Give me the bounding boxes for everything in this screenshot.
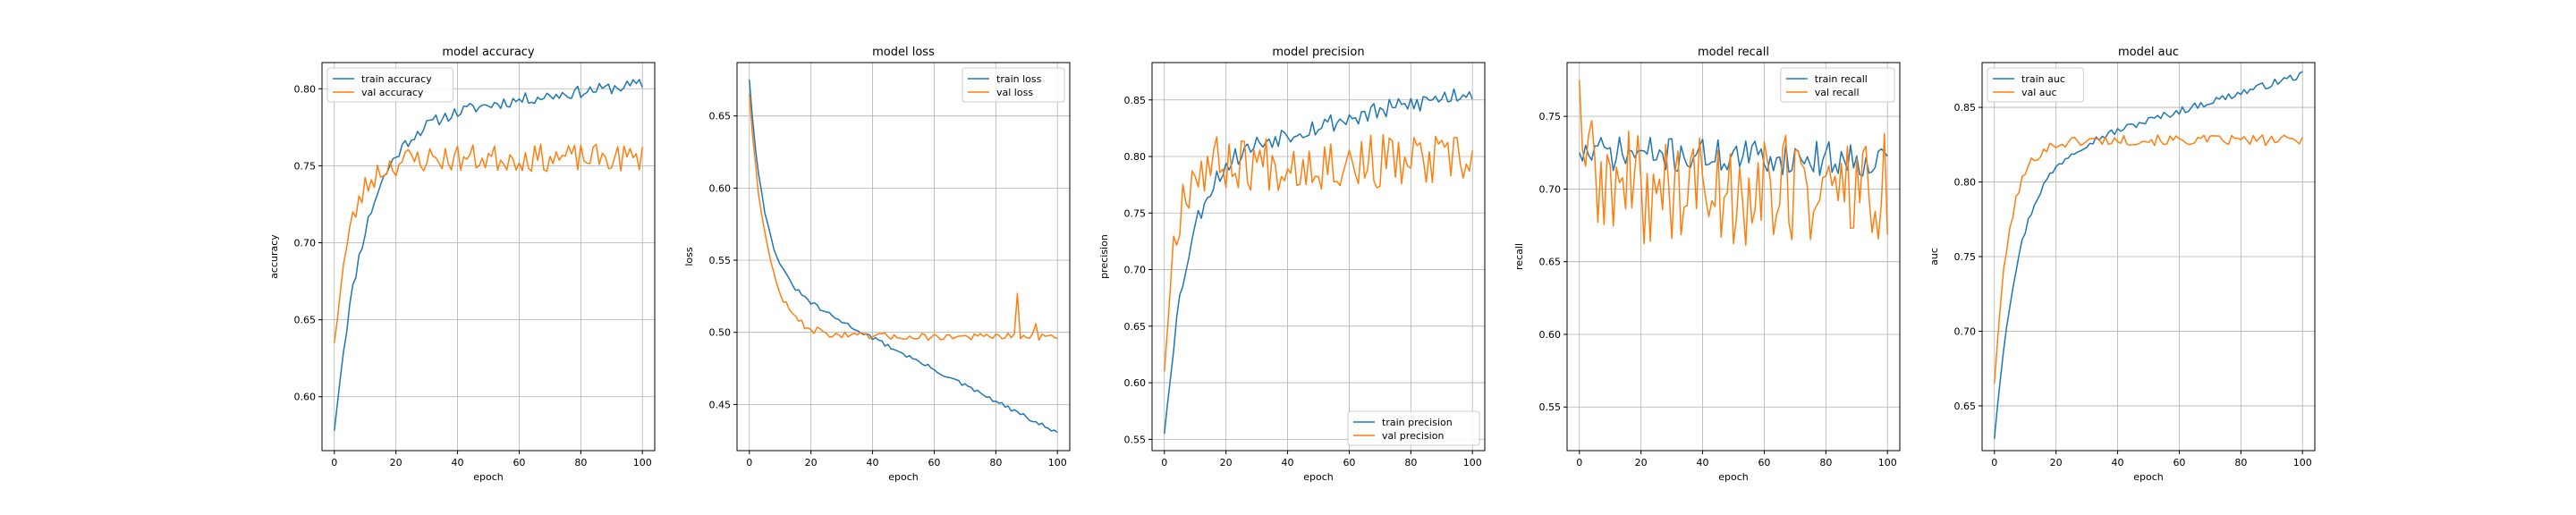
legend-label: val recall: [1815, 87, 1860, 98]
y-axis-label: recall: [1513, 243, 1525, 270]
y-tick-label: 0.50: [709, 327, 732, 339]
x-axis-label: epoch: [888, 471, 919, 483]
y-tick-label: 0.70: [1954, 325, 1977, 337]
legend: train recall val recall: [1781, 68, 1894, 102]
x-tick-label: 80: [1404, 457, 1417, 469]
y-tick-label: 0.65: [1954, 401, 1977, 412]
legend-label: val accuracy: [361, 87, 424, 98]
x-tick-label: 60: [1758, 457, 1770, 469]
x-tick-label: 80: [2234, 457, 2247, 469]
y-tick-label: 0.55: [1124, 434, 1147, 445]
x-tick-label: 0: [1991, 457, 1997, 469]
legend-label: val auc: [2021, 87, 2057, 98]
chart-title: model accuracy: [442, 46, 535, 59]
x-tick-label: 60: [928, 457, 940, 469]
chart-title: model auc: [2118, 46, 2179, 59]
x-tick-label: 20: [805, 457, 818, 469]
x-axis-label: epoch: [2133, 471, 2164, 483]
x-tick-label: 100: [1878, 457, 1897, 469]
x-tick-label: 60: [1343, 457, 1355, 469]
y-tick-label: 0.75: [1954, 251, 1977, 263]
chart-title: model loss: [872, 46, 935, 59]
x-tick-label: 100: [1463, 457, 1482, 469]
legend-label: train recall: [1815, 73, 1868, 85]
x-tick-label: 20: [1635, 457, 1648, 469]
x-tick-label: 100: [1048, 457, 1067, 469]
legend: train precision val precision: [1348, 411, 1479, 445]
x-tick-label: 40: [2112, 457, 2124, 469]
y-tick-label: 0.70: [294, 238, 317, 249]
x-tick-label: 60: [513, 457, 525, 469]
y-tick-label: 0.75: [1539, 111, 1562, 122]
y-tick-label: 0.55: [1539, 401, 1562, 413]
legend: train accuracy val accuracy: [327, 68, 453, 102]
x-tick-label: 80: [1819, 457, 1832, 469]
y-axis-label: precision: [1098, 234, 1110, 279]
y-tick-label: 0.80: [1954, 177, 1977, 189]
chart-title: model recall: [1698, 46, 1769, 59]
x-tick-label: 80: [989, 457, 1002, 469]
y-axis-label: loss: [683, 247, 695, 266]
legend-label: train loss: [996, 73, 1042, 85]
y-axis-label: auc: [1928, 248, 1940, 266]
x-axis-label: epoch: [1303, 471, 1334, 483]
x-tick-label: 100: [633, 457, 652, 469]
legend: train loss val loss: [962, 68, 1064, 102]
chart-title: model precision: [1272, 46, 1364, 59]
y-axis-label: accuracy: [268, 234, 280, 279]
y-tick-label: 0.70: [1124, 265, 1147, 276]
y-tick-label: 0.60: [294, 392, 317, 403]
x-tick-label: 40: [1282, 457, 1294, 469]
x-tick-label: 40: [452, 457, 464, 469]
y-tick-label: 0.65: [294, 315, 317, 326]
legend-label: train accuracy: [361, 73, 432, 85]
x-tick-label: 0: [1161, 457, 1167, 469]
x-tick-label: 20: [390, 457, 402, 469]
legend-label: train precision: [1382, 417, 1453, 428]
y-tick-label: 0.80: [1124, 151, 1147, 163]
y-tick-label: 0.65: [1539, 257, 1562, 268]
legend-label: val loss: [996, 87, 1033, 98]
x-tick-label: 0: [1576, 457, 1582, 469]
x-axis-label: epoch: [1718, 471, 1749, 483]
y-tick-label: 0.85: [1954, 102, 1977, 114]
x-tick-label: 60: [2173, 457, 2185, 469]
x-tick-label: 0: [746, 457, 752, 469]
y-tick-label: 0.70: [1539, 183, 1562, 195]
x-tick-label: 80: [574, 457, 587, 469]
y-tick-label: 0.85: [1124, 95, 1147, 106]
x-tick-label: 100: [2293, 457, 2312, 469]
legend: train auc val auc: [1987, 68, 2083, 102]
x-axis-label: epoch: [473, 471, 504, 483]
x-tick-label: 40: [867, 457, 879, 469]
y-tick-label: 0.60: [1124, 377, 1147, 389]
x-tick-label: 0: [331, 457, 337, 469]
y-tick-label: 0.65: [709, 111, 732, 122]
y-tick-label: 0.45: [709, 399, 732, 410]
y-tick-label: 0.80: [294, 83, 317, 95]
legend-label: val precision: [1382, 430, 1444, 442]
x-tick-label: 20: [2050, 457, 2063, 469]
y-tick-label: 0.65: [1124, 321, 1147, 333]
legend-label: train auc: [2021, 73, 2065, 85]
y-tick-label: 0.60: [1539, 329, 1562, 341]
y-tick-label: 0.55: [709, 255, 732, 266]
y-tick-label: 0.60: [709, 182, 732, 194]
x-tick-label: 20: [1220, 457, 1233, 469]
x-tick-label: 40: [1697, 457, 1709, 469]
y-tick-label: 0.75: [294, 160, 317, 172]
y-tick-label: 0.75: [1124, 207, 1147, 219]
